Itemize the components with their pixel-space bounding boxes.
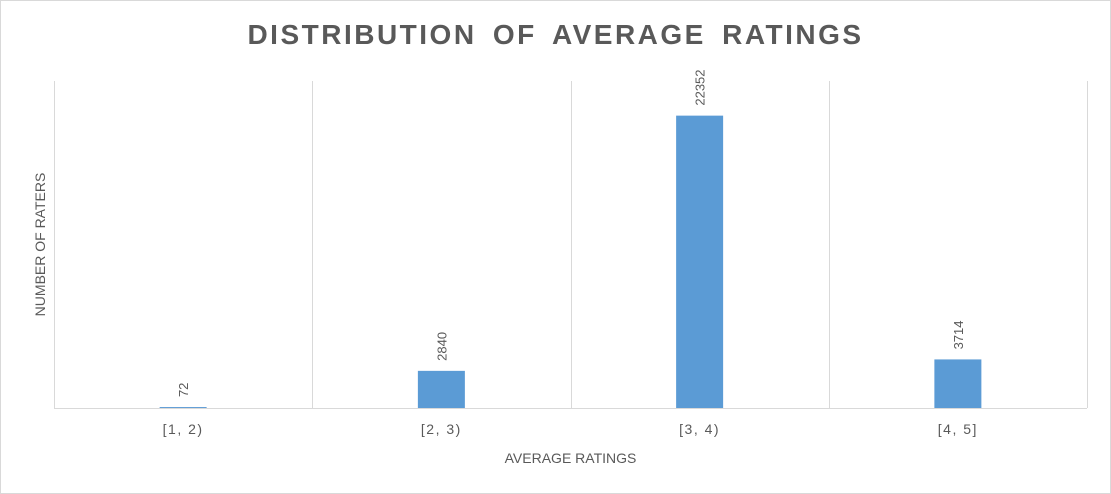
bar [676,115,724,409]
bar [417,370,465,408]
data-labels: 72 2840 22352 3714 [176,69,966,397]
x-tick-label: [3, 4) [679,421,720,437]
y-axis-title: NUMBER OF RATERS [32,173,48,317]
bar-data-label: 72 [176,383,191,397]
x-tick-label: [2, 3) [421,421,462,437]
x-axis-title: AVERAGE RATINGS [505,450,637,466]
bar-data-label: 2840 [434,332,449,361]
x-tick-labels: [1, 2) [2, 3) [3, 4) [4, 5] [163,421,978,437]
bar-data-label: 22352 [693,69,708,105]
bar [934,359,982,408]
chart-title: DISTRIBUTION OF AVERAGE RATINGS [247,19,864,50]
bar-data-label: 3714 [951,320,966,349]
x-tick-label: [4, 5] [938,421,978,437]
grid-lines [54,81,1088,408]
bar [159,407,207,408]
x-tick-label: [1, 2) [163,421,204,437]
bars [159,115,982,409]
